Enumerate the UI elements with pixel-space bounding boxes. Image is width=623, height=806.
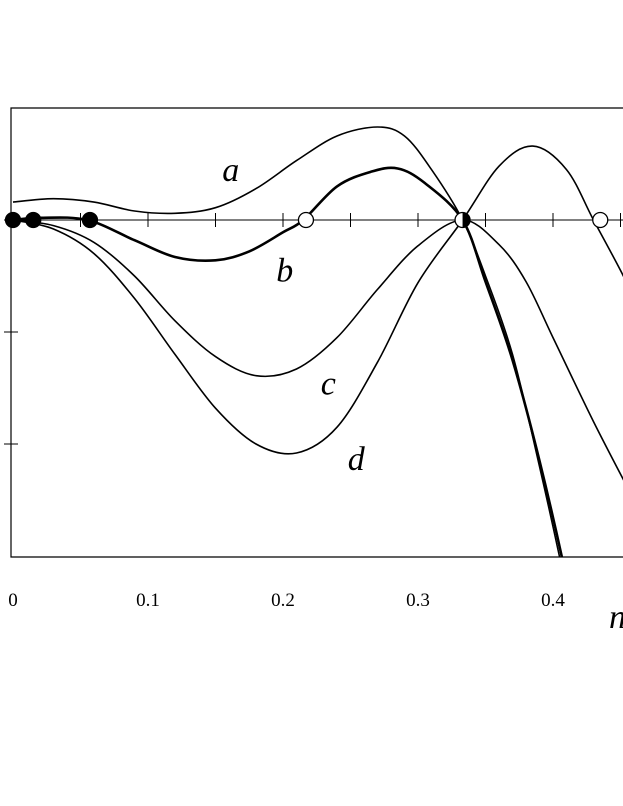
- x-axis-label: n: [609, 599, 623, 636]
- curve-label-c: c: [321, 366, 336, 403]
- open-marker: [297, 211, 315, 229]
- series-line-c: [12, 219, 623, 481]
- x-tick-label: 0.3: [406, 590, 430, 611]
- curves: [12, 126, 623, 557]
- markers: [4, 211, 609, 229]
- x-tick-label: 0.1: [136, 590, 160, 611]
- half-filled-marker: [454, 211, 471, 229]
- axes: [4, 107, 623, 558]
- curve-label-a: a: [222, 152, 239, 189]
- filled-marker: [4, 211, 22, 229]
- curve-label-b: b: [276, 253, 293, 290]
- series-line-d: [12, 145, 623, 455]
- series-line-b: [12, 166, 564, 557]
- x-tick-label: 0.2: [271, 590, 295, 611]
- curve-label-d: d: [348, 441, 366, 478]
- x-tick-label: 0: [8, 590, 18, 611]
- x-tick-label: 0.4: [541, 590, 565, 611]
- filled-marker: [81, 211, 99, 229]
- open-marker: [592, 211, 609, 229]
- axis-frame: [10, 107, 623, 558]
- labels: 0 0.1 0.2 0.3 0.4 n a b c d: [8, 152, 623, 636]
- filled-marker: [25, 211, 42, 229]
